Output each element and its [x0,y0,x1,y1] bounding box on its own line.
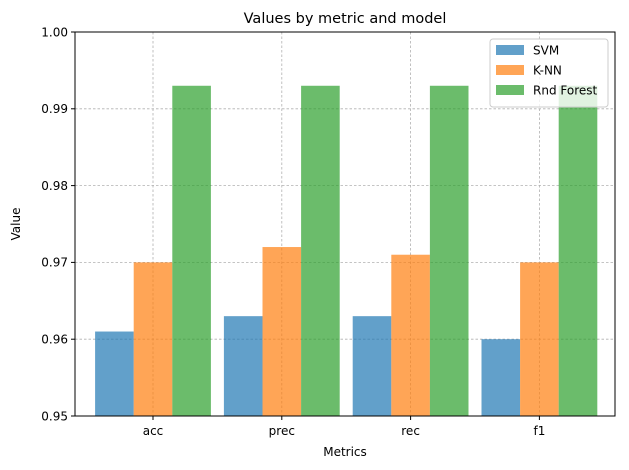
bar-svm-prec [223,316,263,416]
axis-ticks: 0.95 0.96 0.97 0.98 0.99 1.00 acc prec rec f1 [41,25,545,438]
chart-title: Values by metric and model [244,11,447,27]
legend-label: K-NN [533,64,562,78]
x-tick-label: prec [269,424,295,438]
y-axis-label: Value [9,208,23,241]
bar-k-nn-prec [262,247,302,416]
bar-k-nn-rec [391,254,430,416]
legend-swatch [496,65,524,75]
legend: SVM K-NN Rnd Forest [489,38,609,108]
x-tick-label: acc [143,424,164,438]
legend-label: SVM [533,44,559,58]
y-tick-label: 0.96 [41,333,68,347]
bars [95,85,598,416]
bar-svm-f1 [481,339,521,416]
x-tick-label: rec [401,424,420,438]
y-tick-label: 0.95 [41,409,68,423]
bar-svm-acc [95,331,134,416]
bar-rnd-forest-prec [301,85,340,416]
bar-rnd-forest-acc [172,85,211,416]
bar-k-nn-f1 [520,262,559,416]
y-tick-label: 0.97 [41,256,68,270]
y-tick-label: 0.98 [41,179,68,193]
x-axis-label: Metrics [323,445,367,459]
bar-k-nn-acc [133,262,173,416]
x-tick-label: f1 [533,424,545,438]
bar-rnd-forest-rec [429,85,469,416]
legend-label: Rnd Forest [533,84,597,98]
y-tick-label: 0.99 [41,102,68,116]
y-tick-label: 1.00 [41,25,68,39]
legend-swatch [496,85,524,95]
legend-swatch [496,45,524,55]
bar-svm-rec [352,316,392,416]
bar-rnd-forest-f1 [558,85,598,416]
plot-frame [74,31,616,417]
